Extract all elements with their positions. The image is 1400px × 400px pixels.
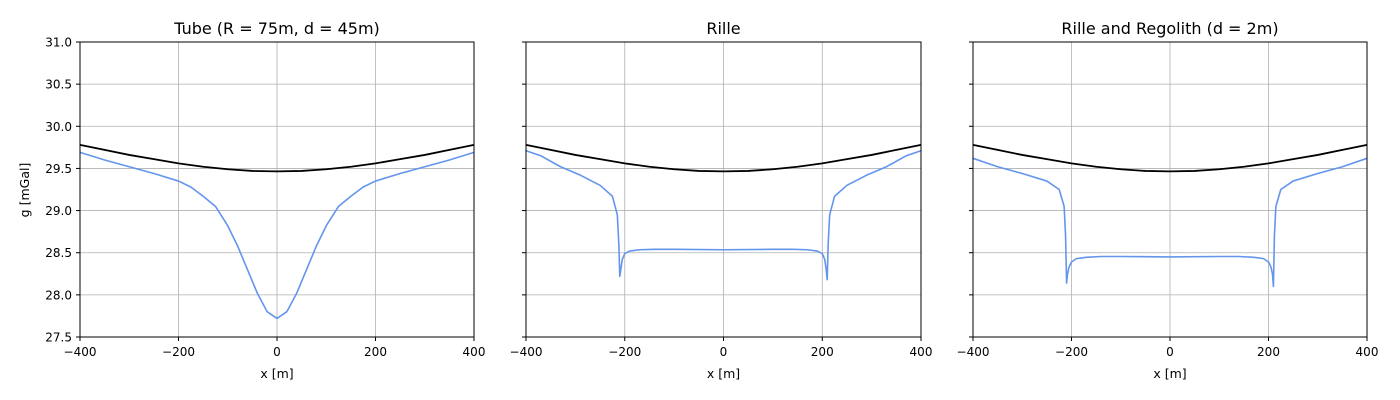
x-tick-label: −400 (510, 345, 543, 359)
y-axis-label: g [mGal] (17, 163, 32, 218)
y-tick-label: 31.0 (45, 36, 72, 50)
y-tick-label: 30.0 (45, 120, 72, 134)
x-tick-label: −200 (608, 345, 641, 359)
series-line-blue (79, 151, 475, 320)
x-axis-label: x [m] (707, 366, 740, 381)
x-tick-label: 400 (1356, 345, 1379, 359)
x-tick-label: 0 (273, 345, 281, 359)
series-line-blue (972, 157, 1368, 288)
chart-title: Rille and Regolith (d = 2m) (1061, 19, 1278, 38)
series-line-black (972, 143, 1368, 173)
y-tick-label: 28.5 (45, 246, 72, 260)
chart-title: Tube (R = 75m, d = 45m) (173, 19, 380, 38)
x-tick-label: 0 (720, 345, 728, 359)
y-tick-label: 29.5 (45, 162, 72, 176)
x-tick-label: 200 (364, 345, 387, 359)
chart-title: Rille (706, 19, 740, 38)
chart-panel-3: −400 −200 0 200 400 Rille and Regolith (d = 2… (957, 19, 1379, 381)
x-tick-label: 200 (1257, 345, 1280, 359)
y-tick-label: 28.0 (45, 288, 72, 302)
series-line-blue (525, 149, 922, 281)
y-tick-label: 30.5 (45, 78, 72, 92)
chart-panel-2: −400 −200 0 200 400 Rille x [m] (510, 19, 933, 381)
x-tick-label: 200 (811, 345, 834, 359)
x-axis-label: x [m] (260, 366, 293, 381)
x-tick-label: −200 (162, 345, 195, 359)
chart-panel-1: −400 −200 0 200 400 27.5 28.0 28.5 29.0 29.5 30.0 3… (45, 19, 485, 381)
x-tick-label: 0 (1166, 345, 1174, 359)
y-tick-label: 27.5 (45, 331, 72, 345)
x-tick-label: −400 (64, 345, 97, 359)
series-line-black (525, 143, 922, 173)
x-axis-label: x [m] (1153, 366, 1186, 381)
x-tick-label: −200 (1055, 345, 1088, 359)
series-line-black (79, 143, 475, 173)
x-tick-label: 400 (910, 345, 933, 359)
y-tick-label: 29.0 (45, 204, 72, 218)
x-tick-label: 400 (463, 345, 486, 359)
x-tick-label: −400 (957, 345, 990, 359)
